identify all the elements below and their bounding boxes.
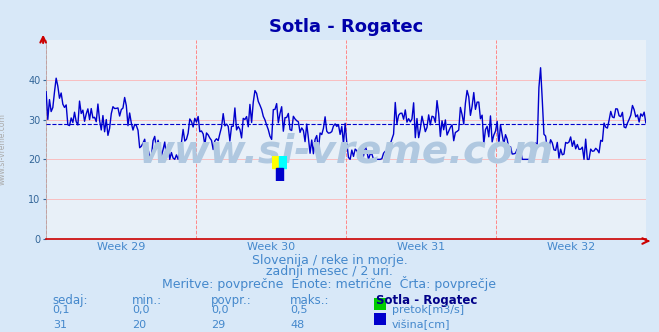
Text: povpr.:: povpr.: bbox=[211, 294, 252, 307]
Text: pretok[m3/s]: pretok[m3/s] bbox=[392, 305, 464, 315]
Bar bbox=[275, 169, 283, 181]
Text: 31: 31 bbox=[53, 320, 67, 330]
Text: 0,5: 0,5 bbox=[290, 305, 308, 315]
Text: višina[cm]: višina[cm] bbox=[392, 320, 451, 330]
Title: Sotla - Rogatec: Sotla - Rogatec bbox=[269, 18, 423, 36]
Text: 0,0: 0,0 bbox=[132, 305, 150, 315]
Text: 0,1: 0,1 bbox=[53, 305, 71, 315]
Bar bbox=[279, 156, 287, 169]
Text: www.si-vreme.com: www.si-vreme.com bbox=[0, 114, 7, 185]
Text: www.si-vreme.com: www.si-vreme.com bbox=[138, 132, 554, 170]
Text: zadnji mesec / 2 uri.: zadnji mesec / 2 uri. bbox=[266, 265, 393, 278]
Text: min.:: min.: bbox=[132, 294, 162, 307]
Text: 20: 20 bbox=[132, 320, 146, 330]
Text: maks.:: maks.: bbox=[290, 294, 330, 307]
Text: 48: 48 bbox=[290, 320, 304, 330]
Text: Sotla - Rogatec: Sotla - Rogatec bbox=[376, 294, 477, 307]
Text: sedaj:: sedaj: bbox=[53, 294, 88, 307]
Bar bbox=[272, 156, 279, 169]
Text: Meritve: povprečne  Enote: metrične  Črta: povprečje: Meritve: povprečne Enote: metrične Črta:… bbox=[163, 276, 496, 291]
Text: 29: 29 bbox=[211, 320, 225, 330]
Text: Slovenija / reke in morje.: Slovenija / reke in morje. bbox=[252, 254, 407, 267]
Text: 0,0: 0,0 bbox=[211, 305, 229, 315]
